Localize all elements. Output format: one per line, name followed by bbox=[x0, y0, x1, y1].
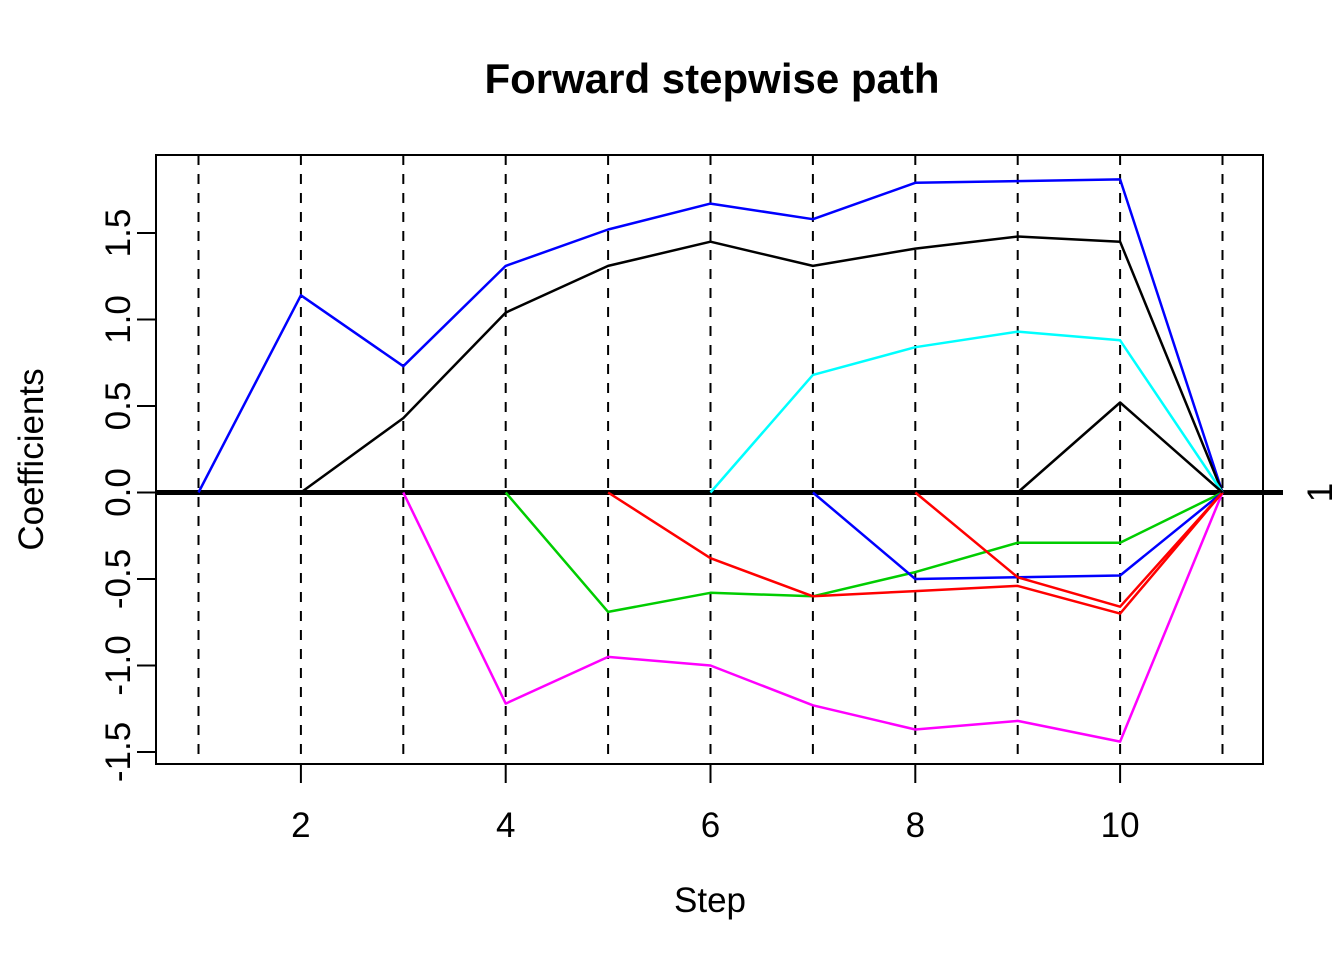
y-tick-label-0.5: 0.5 bbox=[99, 382, 138, 431]
series-coef-green-1 bbox=[504, 491, 1224, 614]
y-tick-label--1.0: -1.0 bbox=[99, 635, 138, 695]
y-tick-label--0.5: -0.5 bbox=[99, 549, 138, 609]
y-tick-label-0.0: 0.0 bbox=[99, 468, 138, 517]
x-axis-title: Step bbox=[674, 881, 746, 920]
axis-ticks bbox=[137, 232, 1283, 783]
x-tick-label-6: 6 bbox=[701, 806, 720, 845]
y-tick-label--1.5: -1.5 bbox=[99, 722, 138, 782]
x-tick-label-4: 4 bbox=[496, 806, 515, 845]
series-coef-black-2 bbox=[1016, 401, 1224, 494]
chart-title: Forward stepwise path bbox=[484, 55, 939, 102]
y-axis-title: Coefficients bbox=[12, 368, 51, 550]
x-tick-label-10: 10 bbox=[1101, 806, 1140, 845]
right-axis-label: 1 bbox=[1301, 483, 1340, 502]
y-tick-label-1.5: 1.5 bbox=[99, 209, 138, 258]
series-coef-blue-1 bbox=[197, 178, 1224, 494]
series-coef-cyan-1 bbox=[709, 330, 1224, 494]
coefficient-paths bbox=[197, 178, 1224, 743]
step-gridlines bbox=[197, 155, 1224, 764]
series-coef-magenta-1 bbox=[402, 491, 1224, 743]
x-tick-label-2: 2 bbox=[291, 806, 310, 845]
series-coef-red-2 bbox=[914, 491, 1224, 608]
y-tick-label-1.0: 1.0 bbox=[99, 295, 138, 344]
x-tick-label-8: 8 bbox=[906, 806, 925, 845]
axis-tick-labels: -1.5 -1.0 -0.5 0.0 0.5 1.0 1.5 2 4 6 8 10 bbox=[99, 209, 1140, 845]
series-coef-black-1 bbox=[300, 235, 1224, 494]
series-coef-red-1 bbox=[607, 491, 1224, 615]
